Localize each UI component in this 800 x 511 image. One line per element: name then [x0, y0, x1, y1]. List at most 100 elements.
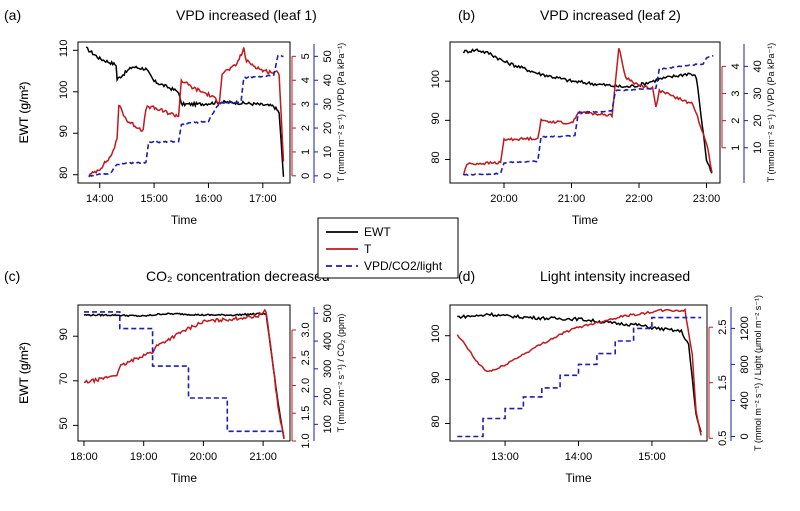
right-outer-tick-label: 100	[322, 415, 334, 433]
right-inner-tick-label: 0	[300, 173, 312, 179]
panel-letter: (b)	[458, 7, 475, 23]
x-tick-label: 17:00	[249, 193, 277, 205]
x-axis-title: Time	[171, 471, 198, 485]
right-inner-tick-label: 1	[730, 145, 742, 151]
y-axis-title: EWT (g/m²)	[17, 342, 31, 404]
panel-title: Light intensity increased	[540, 268, 690, 284]
right-outer-tick-label: 300	[322, 360, 334, 378]
right-outer-tick-label: 200	[322, 387, 334, 405]
x-tick-label: 23:00	[693, 193, 721, 205]
right-inner-tick-label: 4	[730, 63, 742, 69]
series-line-t	[83, 308, 285, 439]
left-tick-label: 80	[58, 167, 70, 179]
legend: EWT T VPD/CO2/light	[317, 217, 459, 279]
x-tick-label: 20:00	[490, 193, 518, 205]
right-outer-tick-label: 0	[322, 173, 334, 179]
left-tick-label: 90	[430, 371, 442, 383]
series-line-vpd	[463, 54, 714, 177]
x-tick-label: 16:00	[195, 193, 223, 205]
plot-frame	[77, 304, 291, 442]
panel-letter: (c)	[4, 268, 20, 284]
panel-title: CO₂ concentration decreased	[146, 268, 330, 284]
left-tick-label: 90	[58, 328, 70, 340]
left-tick-label: 100	[58, 81, 70, 99]
x-tick-label: 14:00	[565, 451, 593, 463]
panel-a: (a) VPD increased (leaf 1) 14:00 15:00 16:00…	[4, 7, 346, 227]
panel-title: VPD increased (leaf 1)	[176, 7, 317, 23]
right-outer-tick-label: 20	[752, 115, 764, 127]
left-tick-label: 100	[430, 325, 442, 343]
left-tick-label: 80	[430, 415, 442, 427]
legend-label: T	[364, 242, 372, 256]
right-inner-tick-label: 2.5	[717, 320, 729, 335]
x-tick-label: 15:00	[140, 193, 168, 205]
panel-letter: (a)	[4, 7, 21, 23]
x-tick-label: 15:00	[638, 451, 666, 463]
right-outer-tick-label: 1200	[739, 316, 751, 340]
series-line-t	[88, 47, 285, 178]
right-outer-tick-label: 30	[322, 98, 334, 110]
right-outer-tick-label: 400	[322, 332, 334, 350]
series-line-ewt	[83, 312, 285, 439]
right-outer-tick-label: 800	[739, 355, 751, 373]
x-tick-label: 18:00	[70, 451, 98, 463]
x-axis-title: Time	[171, 213, 198, 227]
x-tick-label: 21:00	[249, 451, 277, 463]
plot-frame	[77, 41, 291, 184]
right-outer-tick-label: 40	[752, 60, 764, 72]
left-tick-label: 70	[58, 373, 70, 385]
right-outer-tick-label: 40	[322, 74, 334, 86]
right-inner-tick-label: 1	[300, 149, 312, 155]
right-inner-tick-label: 2	[300, 125, 312, 131]
right-axis-title: T (mmol m⁻² s⁻¹) / VPD (Pa kPa⁻¹)	[336, 43, 346, 183]
series-line-ewt	[457, 312, 702, 433]
right-outer-tick-label: 20	[322, 122, 334, 134]
right-inner-tick-label: 2.5	[300, 350, 312, 365]
panel-letter: (d)	[458, 268, 475, 284]
right-outer-tick-label: 50	[322, 50, 334, 62]
x-tick-label: 19:00	[130, 451, 158, 463]
series-line-light	[457, 316, 702, 438]
right-outer-tick-label: 10	[322, 146, 334, 158]
panel-d: (d) Light intensity increased 13:00 14:00 15…	[17, 268, 763, 485]
series-line-co2	[84, 311, 284, 433]
y-axis-title: EWT (g/m²)	[17, 342, 31, 404]
right-outer-tick-label: 500	[322, 304, 334, 322]
right-inner-tick-label: 1.0	[300, 433, 312, 448]
series-line-t	[462, 48, 713, 176]
x-axis-title: Time	[572, 213, 599, 227]
legend-label: EWT	[364, 225, 391, 239]
left-tick-label: 50	[58, 417, 70, 429]
series-line-vpd	[88, 54, 284, 177]
x-tick-label: 13:00	[491, 451, 519, 463]
legend-label: VPD/CO2/light	[364, 259, 443, 273]
right-inner-tick-label: 3	[300, 101, 312, 107]
legend-box	[317, 217, 459, 279]
left-tick-label: 100	[430, 70, 442, 88]
right-outer-tick-label: 30	[752, 87, 764, 99]
x-tick-label: 14:00	[86, 193, 114, 205]
right-outer-tick-label: 400	[739, 391, 751, 409]
x-tick-label: 22:00	[625, 193, 653, 205]
right-inner-tick-label: 1.5	[717, 375, 729, 390]
panel-b: (b) VPD increased (leaf 2) 20:00 21:00 22:00…	[17, 7, 776, 227]
x-tick-label: 20:00	[190, 451, 218, 463]
y-axis-title: EWT (g/m²)	[17, 82, 31, 144]
right-outer-tick-label: 10	[752, 142, 764, 154]
right-inner-tick-label: 2	[730, 118, 742, 124]
right-inner-tick-label: 3.0	[300, 322, 312, 337]
right-inner-tick-label: 2.0	[300, 378, 312, 393]
right-outer-tick-label: 0	[739, 433, 751, 439]
right-inner-tick-label: 0.5	[717, 431, 729, 446]
y-axis-title: EWT (g/m²)	[17, 82, 31, 144]
plot-frame	[449, 41, 721, 184]
right-axis-title: T (mmol m⁻² s⁻¹) / VPD (Pa kPa⁻¹)	[766, 43, 776, 183]
left-tick-label: 110	[58, 40, 70, 58]
x-tick-label: 21:00	[558, 193, 586, 205]
left-tick-label: 90	[430, 112, 442, 124]
right-inner-tick-label: 1.5	[300, 406, 312, 421]
right-inner-tick-label: 4	[300, 77, 312, 83]
panel-c: (c) CO₂ concentration decreased 18:00 19:00…	[4, 268, 346, 485]
panel-title: VPD increased (leaf 2)	[540, 7, 681, 23]
